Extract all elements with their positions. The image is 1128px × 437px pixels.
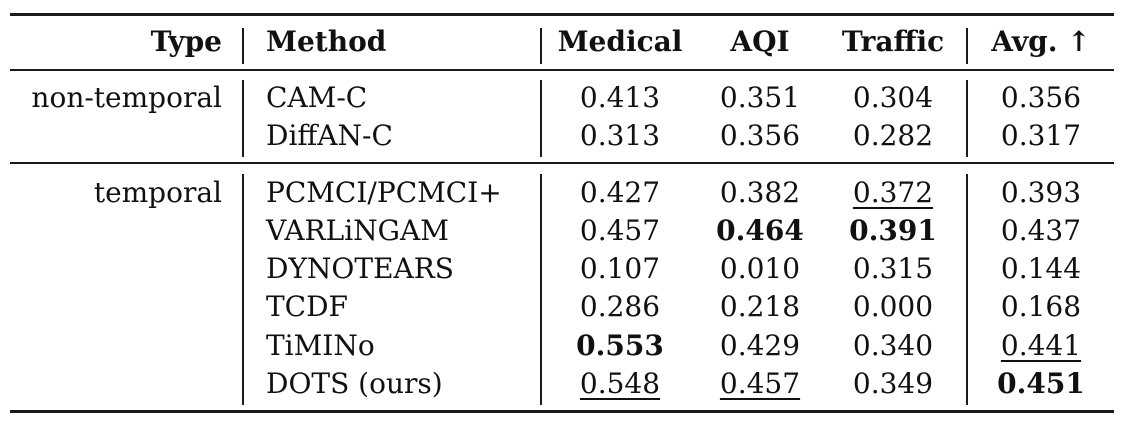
group-separator-rule [10,162,1114,164]
table-cell-traffic: 0.340 [852,329,934,362]
table-cell-avg: 0.317 [1000,119,1082,152]
table-cell-medical: 0.457 [579,214,661,247]
table-cell-method: PCMCI/PCMCI+ [266,176,502,209]
header-method: Method [266,25,387,58]
best-value: 0.391 [849,214,937,247]
table-cell-avg: 0.393 [1000,176,1082,209]
header-medical: Medical [557,25,683,58]
table-cell-avg: 0.437 [1000,214,1082,247]
header-aqi: AQI [730,25,790,58]
top-rule [10,13,1114,16]
header-rule [10,69,1114,71]
second-best-value: 0.441 [1000,329,1082,362]
second-best-value: 0.457 [719,367,801,400]
table-cell-method: CAM-C [266,81,368,114]
group2-divider-method [540,174,542,405]
table-cell-medical: 0.286 [579,290,661,323]
table-cell-medical: 0.427 [579,176,661,209]
table-cell-traffic: 0.282 [852,119,934,152]
table-cell-traffic: 0.304 [852,81,934,114]
group2-divider-avg [966,174,968,405]
header-avg: Avg. ↑ [991,25,1091,58]
table-cell-avg: 0.144 [1000,252,1082,285]
table-cell-avg: 0.441 [976,329,1106,363]
table-cell-traffic: 0.000 [852,290,934,323]
table-cell-avg: 0.168 [1000,290,1082,323]
bottom-rule [10,410,1114,413]
group1-divider-type [242,80,244,157]
best-value: 0.464 [716,214,804,247]
table-cell-medical: 0.413 [579,81,661,114]
table-cell-traffic: 0.349 [852,367,934,400]
table-cell-avg: 0.356 [1000,81,1082,114]
table-cell-medical: 0.313 [579,119,661,152]
table-cell-method: DOTS (ours) [266,367,443,400]
second-best-value: 0.372 [852,176,934,209]
header-divider-method [540,28,542,64]
table-cell-medical: 0.548 [550,367,690,401]
table-cell-method: VARLiNGAM [266,214,449,247]
table-cell-traffic: 0.372 [830,176,956,210]
best-value: 0.553 [576,329,664,362]
best-value: 0.451 [997,367,1085,400]
group-type-label: non-temporal [31,81,222,114]
second-best-value: 0.548 [579,367,661,400]
group1-divider-avg [966,80,968,157]
table-cell-method: TiMINo [266,329,375,362]
table-cell-medical: 0.107 [579,252,661,285]
table-cell-method: DiffAN-C [266,119,393,152]
header-divider-avg [966,28,968,64]
table-cell-aqi: 0.010 [719,252,801,285]
table-cell-aqi: 0.356 [719,119,801,152]
table-cell-method: TCDF [266,290,348,323]
table-cell-method: DYNOTEARS [266,252,454,285]
table-cell-traffic: 0.315 [852,252,934,285]
table-cell-aqi: 0.457 [700,367,820,401]
header-type: Type [150,25,222,58]
table-cell-aqi: 0.429 [719,329,801,362]
header-divider-type [242,28,244,64]
table-cell-aqi: 0.351 [719,81,801,114]
table-cell-aqi: 0.382 [719,176,801,209]
table-cell-aqi: 0.218 [719,290,801,323]
group-type-label: temporal [93,176,222,209]
group1-divider-method [540,80,542,157]
group2-divider-type [242,174,244,405]
header-traffic: Traffic [841,25,945,58]
